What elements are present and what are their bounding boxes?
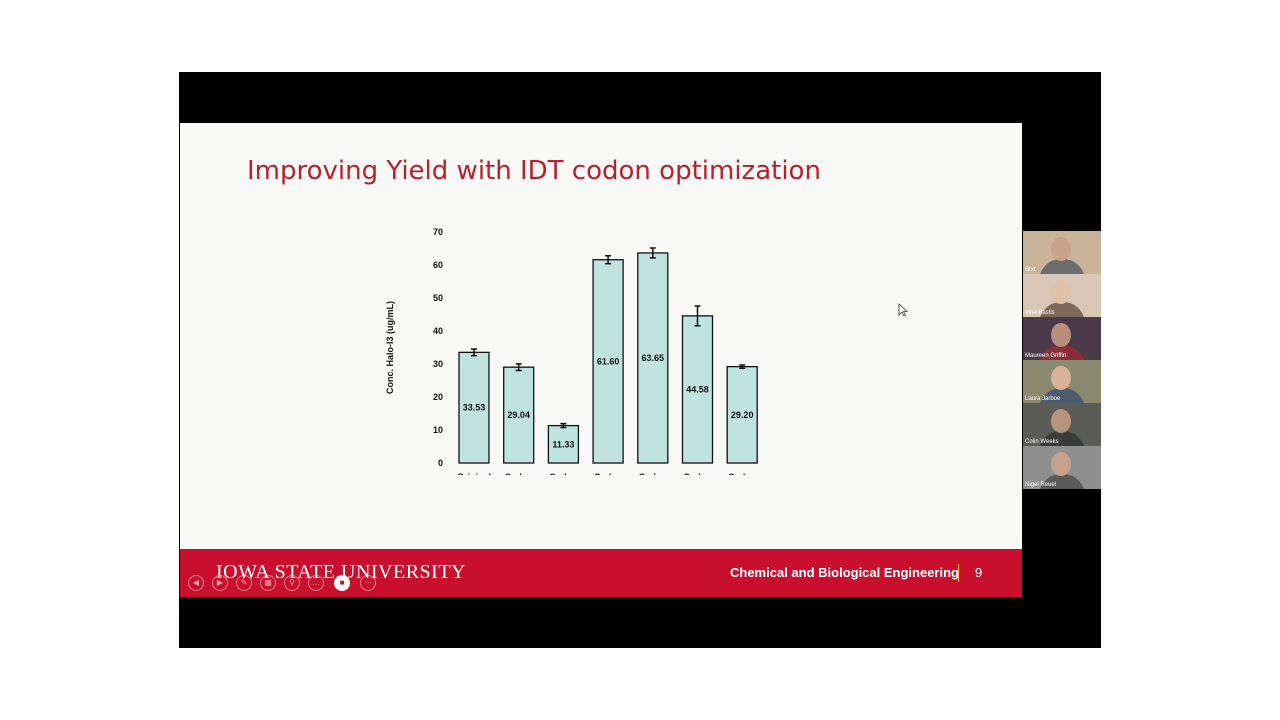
x-tick-label: Original	[457, 472, 491, 475]
y-tick-label: 20	[433, 392, 443, 402]
university-logo: IOWA STATE UNIVERSITY	[216, 561, 466, 583]
x-tick-label: Codon	[504, 472, 533, 475]
data-label: 61.60	[597, 356, 620, 366]
presentation-slide: Improving Yield with IDT codon optimizat…	[180, 123, 1022, 597]
bar	[458, 351, 490, 464]
pen-icon[interactable]: ✎	[236, 575, 252, 591]
x-tick-label: Codon	[639, 472, 668, 475]
y-tick-label: 60	[433, 260, 443, 270]
x-tick-label: Codon	[683, 472, 712, 475]
x-tick-label: Codon	[594, 472, 623, 475]
footer-divider	[958, 564, 959, 582]
y-tick-label: 30	[433, 359, 443, 369]
participant-tile[interactable]: Maureen Griffin	[1023, 317, 1101, 360]
participant-name: Maureen Griffin	[1025, 353, 1067, 359]
mouse-cursor-icon	[898, 303, 909, 322]
prev-slide-icon[interactable]: ◀	[188, 575, 204, 591]
data-label: 33.53	[463, 403, 486, 413]
bar	[637, 252, 669, 464]
bar	[547, 424, 580, 464]
participant-tile[interactable]: Nigel Reuel	[1023, 446, 1101, 489]
participant-tile[interactable]: Laura Jarboe	[1023, 360, 1101, 403]
data-label: 11.33	[552, 439, 574, 449]
participant-name: Colin Weeks	[1025, 439, 1059, 445]
participant-name: Nigel Reuel	[1025, 482, 1057, 488]
participant-name: Laura Jarboe	[1025, 396, 1061, 402]
participant-tile[interactable]: Colin Weeks	[1023, 403, 1101, 446]
y-axis-label: Conc. Halo-I3 (ug/mL)	[385, 301, 395, 394]
participant-name: Brxt	[1025, 267, 1036, 273]
y-tick-label: 50	[433, 293, 443, 303]
participant-tile[interactable]: Irina Bastis	[1023, 274, 1101, 317]
screen-share: Improving Yield with IDT codon optimizat…	[179, 72, 1101, 648]
bar	[592, 259, 624, 464]
participant-tile[interactable]: Brxt	[1023, 231, 1101, 274]
data-label: 29.20	[731, 410, 754, 420]
zoom-icon[interactable]: ⚲	[284, 575, 300, 591]
x-tick-label: Codon	[728, 472, 757, 475]
y-tick-label: 0	[438, 458, 443, 468]
participant-name: Irina Bastis	[1025, 310, 1055, 316]
y-tick-label: 70	[433, 227, 443, 237]
data-label: 44.58	[686, 384, 709, 394]
data-label: 29.04	[507, 410, 530, 420]
next-slide-icon[interactable]: ▶	[212, 575, 228, 591]
y-tick-label: 40	[433, 326, 443, 336]
data-label: 63.65	[642, 353, 665, 363]
chart-bars: 33.53 29.04 11.33 61.60 63.65 44.58 29.20	[458, 247, 758, 464]
slide-number: 9	[975, 565, 983, 580]
bar	[726, 365, 758, 464]
participant-gallery: Brxt Irina Bastis Maureen Griffin Laura …	[1023, 231, 1101, 489]
x-tick-label: Codon	[549, 472, 578, 475]
slide-title: Improving Yield with IDT codon optimizat…	[247, 156, 821, 186]
subtitles-icon[interactable]: …	[308, 575, 324, 591]
department-name: Chemical and Biological Engineering	[730, 565, 959, 580]
slide-footer: IOWA STATE UNIVERSITY ◀ ▶ ✎ ▦ ⚲ … ■ ⋯ Ch…	[180, 549, 1022, 597]
slides-grid-icon[interactable]: ▦	[260, 575, 276, 591]
y-tick-label: 10	[433, 425, 443, 435]
camera-icon[interactable]: ■	[334, 575, 350, 591]
more-options-icon[interactable]: ⋯	[360, 575, 376, 591]
